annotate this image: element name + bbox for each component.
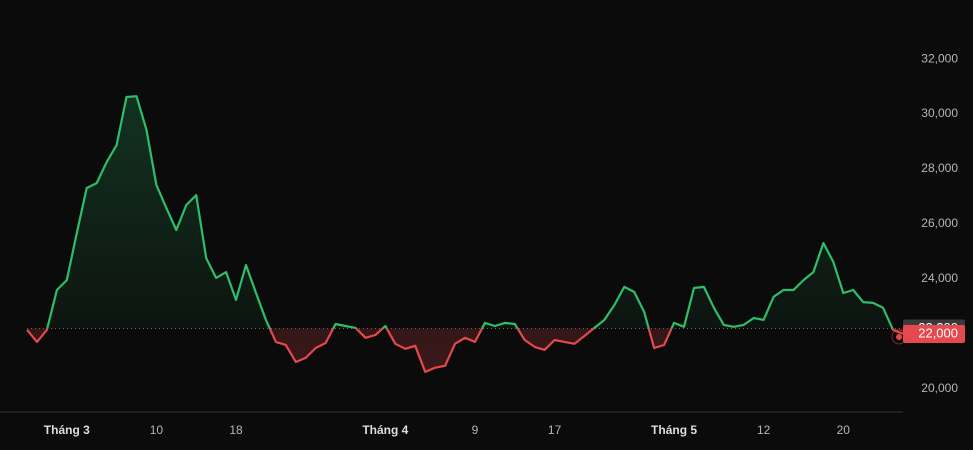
x-tick-label: Tháng 4 — [362, 423, 408, 437]
y-tick-label: 30,000 — [921, 106, 958, 120]
x-tick-label: 9 — [472, 423, 479, 437]
last-label-box — [903, 324, 965, 343]
x-tick-label: 12 — [757, 423, 771, 437]
x-tick-label: Tháng 3 — [44, 423, 90, 437]
price-line-down — [26, 328, 904, 373]
last-point — [896, 333, 902, 340]
x-tick-label: 20 — [837, 423, 851, 437]
price-line-up — [46, 95, 894, 329]
last-label: 22,000 — [918, 325, 958, 340]
x-tick-label: 17 — [548, 423, 562, 437]
x-tick-label: 10 — [150, 423, 164, 437]
area-above — [47, 96, 893, 329]
x-tick-label: 18 — [229, 423, 243, 437]
y-tick-label: 20,000 — [921, 381, 958, 395]
y-tick-label: 28,000 — [921, 161, 958, 175]
y-tick-label: 32,000 — [921, 51, 958, 65]
y-tick-label: 26,000 — [921, 216, 958, 230]
x-tick-label: Tháng 5 — [651, 423, 697, 437]
y-tick-label: 24,000 — [921, 271, 958, 285]
